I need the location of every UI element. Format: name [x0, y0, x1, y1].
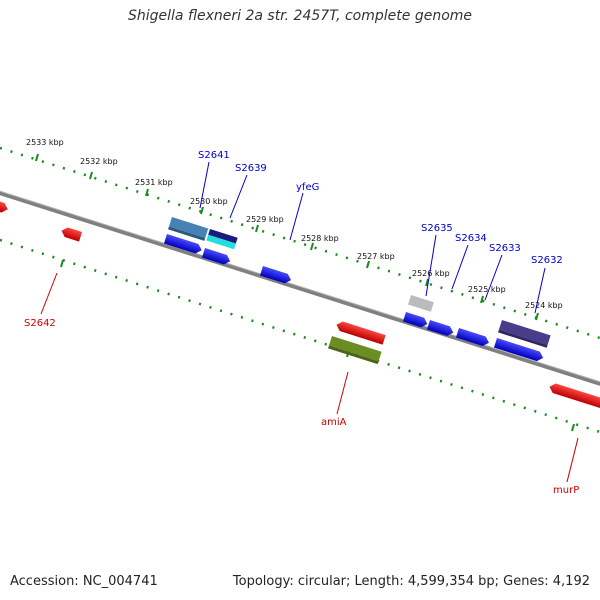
gene-S2642[interactable] [60, 226, 83, 242]
gene-S2639[interactable] [206, 229, 238, 250]
gene-S2632[interactable] [498, 320, 551, 348]
gene-arrow-S2632b[interactable] [493, 338, 545, 363]
scale-label-2524: 2524 kbp [525, 301, 563, 310]
gene-arrow-left-edge[interactable] [0, 200, 9, 214]
gene-yfeG[interactable] [259, 266, 293, 285]
gene-arrow-2[interactable] [201, 248, 232, 266]
gene-arrow-red-mid[interactable] [335, 320, 386, 345]
gene-amiA[interactable] [328, 336, 382, 365]
scale-label-2532: 2532 kbp [80, 157, 118, 166]
forward-leader-lines [199, 161, 546, 314]
gene-label-yfeG[interactable]: yfeG [296, 182, 319, 193]
topology-text: Topology: circular; Length: 4,599,354 bp… [232, 574, 590, 589]
gene-label-amiA[interactable]: amiA [321, 417, 347, 428]
reverse-leader-lines [40, 272, 579, 483]
gene-label-S2632[interactable]: S2632 [531, 255, 563, 266]
genome-backbone [0, 191, 600, 386]
accession-text: Accession: NC_004741 [10, 574, 158, 589]
scale-label-2526: 2526 kbp [412, 269, 450, 278]
genome-backbone-highlight [0, 190, 600, 383]
map-title: Shigella flexneri 2a str. 2457T, complet… [127, 8, 473, 24]
gene-S2634[interactable] [426, 320, 455, 337]
gene-label-S2635[interactable]: S2635 [421, 223, 453, 234]
scale-label-2530: 2530 kbp [190, 197, 228, 206]
gene-label-S2642[interactable]: S2642 [24, 318, 56, 329]
upper-major-ticks [35, 153, 539, 321]
gene-S2633[interactable] [455, 328, 490, 348]
scale-label-2529: 2529 kbp [246, 215, 284, 224]
scale-label-2527: 2527 kbp [357, 252, 395, 261]
scale-label-2528: 2528 kbp [301, 234, 339, 243]
gene-label-S2641[interactable]: S2641 [198, 150, 230, 161]
gene-arrow-S2635b[interactable] [402, 312, 429, 329]
scale-label-2533: 2533 kbp [26, 138, 64, 147]
gene-S2635[interactable] [407, 295, 434, 312]
scale-label-2531: 2531 kbp [135, 178, 173, 187]
gene-murP[interactable] [548, 382, 600, 410]
scale-label-2525: 2525 kbp [468, 285, 506, 294]
gene-arrow-1[interactable] [163, 234, 203, 255]
gene-label-S2634[interactable]: S2634 [455, 233, 487, 244]
gene-label-S2639[interactable]: S2639 [235, 163, 267, 174]
gene-label-murP[interactable]: murP [553, 485, 579, 496]
gene-label-S2633[interactable]: S2633 [489, 243, 521, 254]
gene-S2641[interactable] [168, 217, 209, 241]
